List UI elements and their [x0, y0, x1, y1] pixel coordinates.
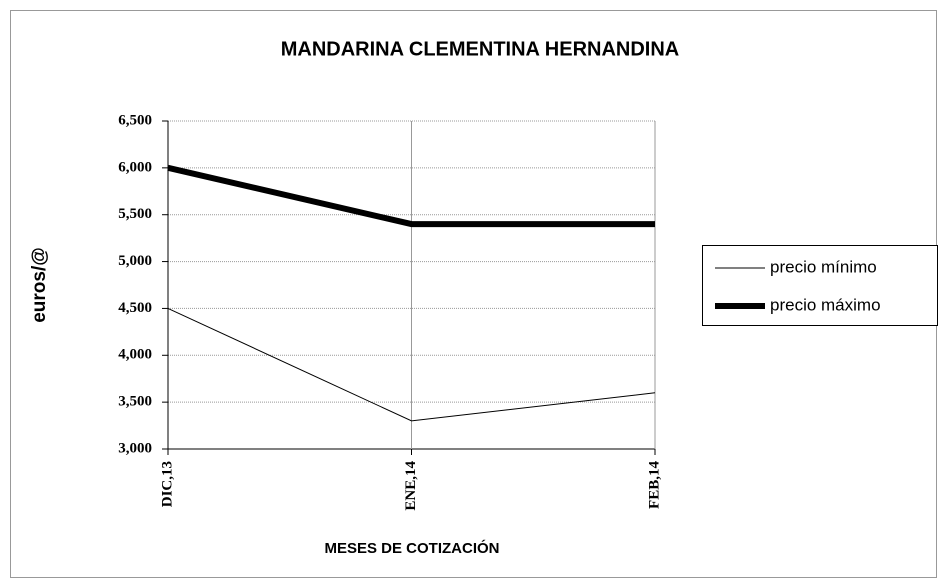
y-axis-label: euros/@	[29, 247, 50, 323]
y-tick-label: 6,000	[118, 159, 152, 175]
y-tick-label: 4,500	[118, 300, 152, 316]
y-tick-label: 3,500	[118, 394, 152, 410]
y-tick-label: 5,000	[118, 253, 152, 269]
x-tick-label: DIC,13	[159, 461, 175, 507]
y-tick-label: 5,500	[118, 206, 152, 222]
series-line	[167, 307, 656, 422]
x-tick-label: FEB,14	[646, 461, 662, 509]
x-tick-label: ENE,14	[403, 461, 419, 511]
y-tick-label: 6,500	[118, 112, 152, 128]
series-line	[167, 164, 655, 228]
chart-title: MANDARINA CLEMENTINA HERNANDINA	[281, 38, 680, 60]
legend-box	[702, 245, 938, 326]
legend-label: precio máximo	[770, 295, 881, 314]
legend-label: precio mínimo	[770, 257, 877, 276]
y-tick-label: 4,000	[118, 347, 152, 363]
x-axis-label: MESES DE COTIZACIÓN	[324, 539, 499, 557]
y-tick-label: 3,000	[118, 440, 152, 456]
